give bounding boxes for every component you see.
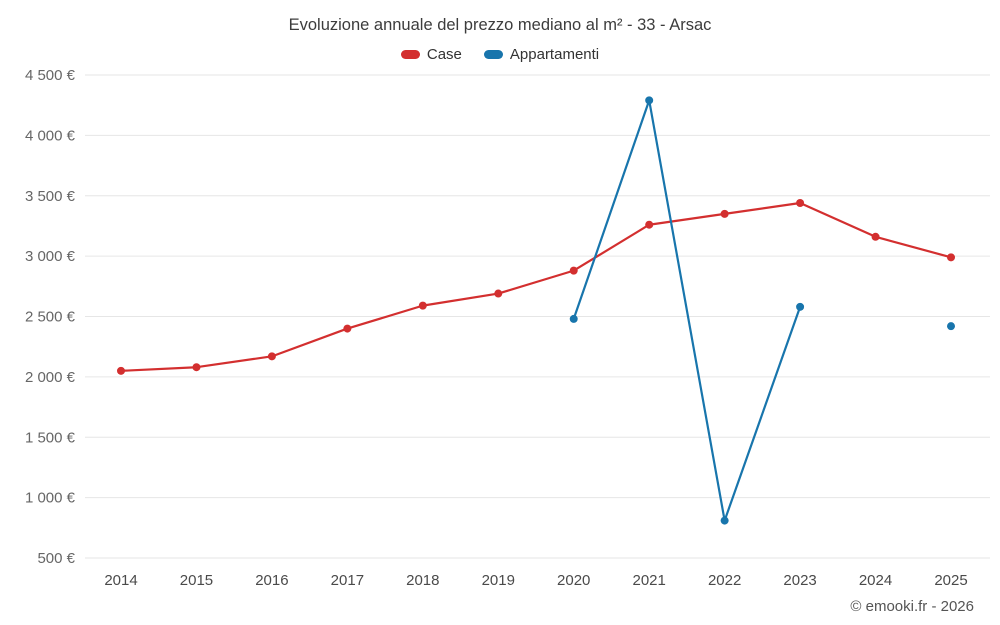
x-axis-tick-label: 2023 bbox=[783, 572, 816, 589]
data-point-case-2018 bbox=[418, 301, 427, 310]
y-axis-tick-label: 3 000 € bbox=[25, 248, 76, 265]
legend-label-case: Case bbox=[426, 45, 462, 63]
legend-item-appartamenti[interactable]: Appartamenti bbox=[483, 45, 600, 63]
copyright-credit: © emooki.fr - 2026 bbox=[850, 598, 974, 615]
series-line-appartamenti bbox=[572, 99, 802, 522]
data-point-appartamenti-2025 bbox=[947, 322, 955, 331]
x-axis-tick-label: 2017 bbox=[331, 572, 364, 589]
data-point-case-2020 bbox=[569, 266, 578, 275]
legend-label-appartamenti: Appartamenti bbox=[509, 45, 600, 63]
x-axis-tick-label: 2014 bbox=[104, 572, 137, 589]
x-axis-tick-label: 2020 bbox=[557, 572, 590, 589]
data-point-case-2023 bbox=[796, 198, 805, 207]
y-axis-tick-label: 4 000 € bbox=[25, 127, 76, 144]
y-axis-tick-label: 4 500 € bbox=[25, 67, 76, 84]
data-point-case-2022 bbox=[720, 209, 729, 218]
x-axis-tick-label: 2019 bbox=[482, 572, 515, 589]
chart-title: Evoluzione annuale del prezzo mediano al… bbox=[288, 16, 712, 34]
data-point-case-2021 bbox=[645, 220, 654, 229]
x-axis-tick-label: 2022 bbox=[708, 572, 741, 589]
y-axis-tick-label: 500 € bbox=[37, 550, 75, 567]
data-point-case-2025 bbox=[947, 253, 955, 262]
data-point-appartamenti-2021 bbox=[645, 96, 654, 105]
data-point-appartamenti-2023 bbox=[796, 302, 805, 311]
x-axis-tick-label: 2018 bbox=[406, 572, 439, 589]
data-point-case-2016 bbox=[267, 352, 276, 361]
y-axis-tick-label: 1 500 € bbox=[25, 429, 76, 446]
legend-swatch-case bbox=[400, 49, 420, 59]
x-axis-tick-label: 2021 bbox=[632, 572, 665, 589]
chart-legend: Case Appartamenti bbox=[0, 45, 1000, 63]
legend-swatch-appartamenti bbox=[483, 49, 503, 59]
data-point-case-2024 bbox=[871, 232, 880, 241]
y-axis-tick-label: 3 500 € bbox=[25, 188, 76, 205]
y-axis-tick-label: 2 000 € bbox=[25, 369, 76, 386]
x-axis-tick-label: 2025 bbox=[934, 572, 967, 589]
series-line-case bbox=[119, 201, 953, 372]
data-point-case-2017 bbox=[343, 324, 352, 333]
data-point-appartamenti-2022 bbox=[720, 516, 729, 525]
data-point-case-2019 bbox=[494, 289, 503, 298]
x-axis-tick-label: 2016 bbox=[255, 572, 288, 589]
y-axis-tick-label: 2 500 € bbox=[25, 309, 76, 326]
data-point-case-2015 bbox=[192, 363, 201, 372]
x-axis-tick-label: 2015 bbox=[180, 572, 213, 589]
legend-item-case[interactable]: Case bbox=[400, 45, 462, 63]
data-point-appartamenti-2020 bbox=[569, 314, 578, 323]
data-point-case-2014 bbox=[117, 366, 125, 375]
x-axis-tick-label: 2024 bbox=[859, 572, 892, 589]
y-axis-tick-label: 1 000 € bbox=[25, 490, 76, 507]
